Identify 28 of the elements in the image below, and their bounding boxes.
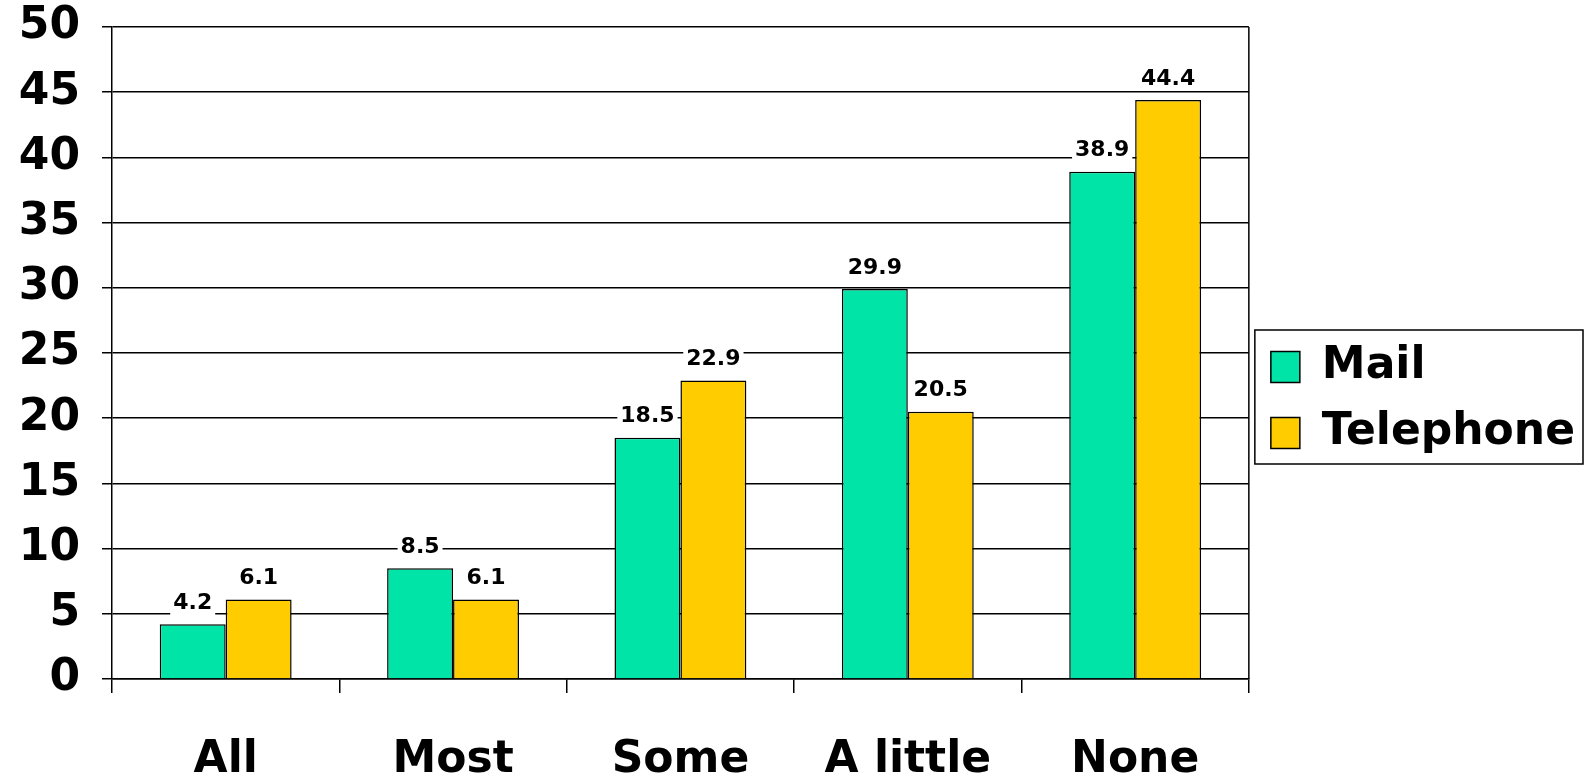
legend-label: Telephone — [1321, 403, 1576, 455]
y-tick-label: 40 — [18, 127, 80, 179]
y-tick-label: 45 — [18, 62, 80, 114]
x-tick-label: All — [193, 731, 258, 773]
y-tick-label: 5 — [49, 584, 80, 636]
y-tick-label: 30 — [18, 258, 80, 310]
data-label: 29.9 — [847, 253, 902, 279]
y-tick-label: 0 — [49, 649, 80, 701]
y-tick-label: 20 — [18, 388, 80, 440]
legend-label: Mail — [1321, 337, 1426, 389]
y-tick-label: 10 — [18, 519, 80, 571]
data-label: 6.1 — [466, 564, 506, 590]
data-label: 8.5 — [400, 532, 440, 558]
data-label: 44.4 — [1140, 64, 1196, 90]
y-tick-label: 25 — [18, 323, 80, 375]
x-tick-label: None — [1071, 731, 1200, 773]
y-tick-label: 50 — [18, 0, 80, 49]
y-tick-label: 15 — [18, 453, 80, 505]
x-tick-label: Most — [392, 731, 514, 773]
y-tick-label: 35 — [18, 193, 80, 245]
data-label: 38.9 — [1075, 136, 1130, 162]
data-label: 18.5 — [620, 402, 675, 428]
data-label: 6.1 — [239, 564, 279, 590]
x-tick-label: Some — [611, 731, 750, 773]
data-label: 20.5 — [913, 376, 968, 402]
data-label: 4.2 — [173, 588, 213, 614]
x-tick-label: A little — [824, 731, 992, 773]
data-label: 22.9 — [686, 345, 741, 371]
